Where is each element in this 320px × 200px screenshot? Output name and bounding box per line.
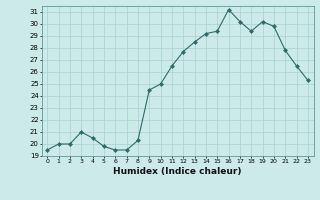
X-axis label: Humidex (Indice chaleur): Humidex (Indice chaleur) bbox=[113, 167, 242, 176]
